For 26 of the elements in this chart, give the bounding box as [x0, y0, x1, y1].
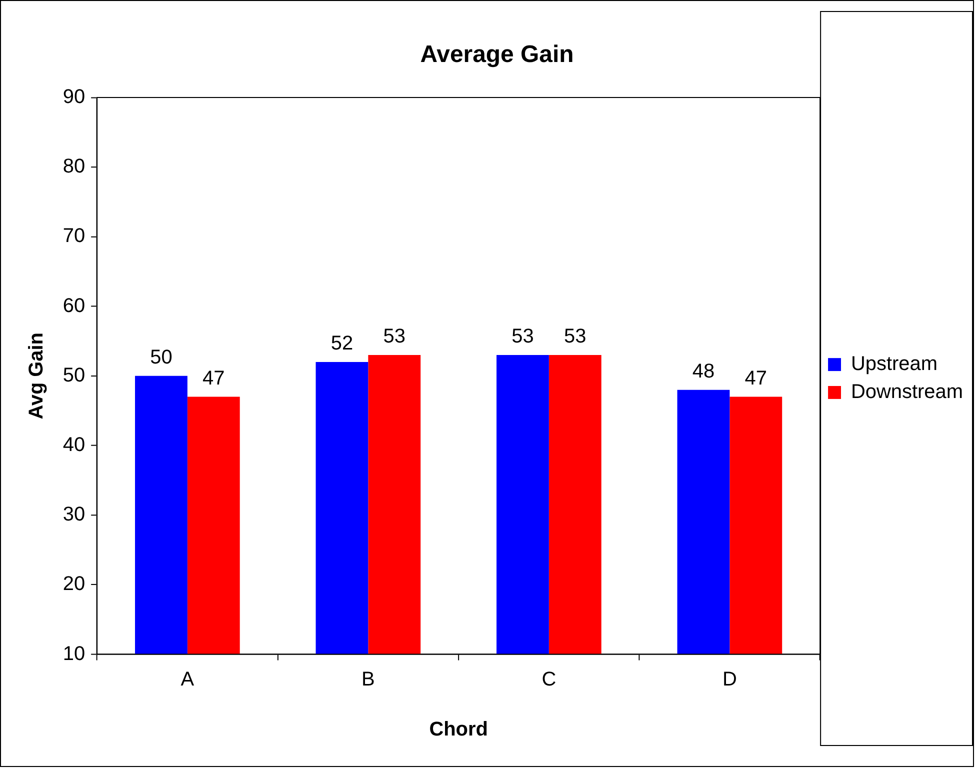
- legend-label: Upstream: [850, 353, 938, 376]
- y-tick-label: 60: [62, 294, 86, 317]
- y-tick-label: 30: [62, 504, 86, 526]
- x-tick-label: B: [362, 668, 375, 691]
- data-label: 52: [330, 332, 354, 355]
- y-axis-title: Avg Gain: [25, 332, 48, 420]
- data-label: 48: [692, 360, 715, 382]
- data-label: 50: [150, 346, 172, 368]
- y-tick-label: 20: [62, 573, 86, 596]
- data-label: 47: [202, 367, 225, 390]
- chart-title: Average Gain: [420, 40, 574, 68]
- y-tick-label: 80: [62, 156, 86, 178]
- y-tick-label: 10: [62, 642, 86, 665]
- x-tick-label: C: [542, 668, 556, 691]
- x-tick-label: D: [722, 668, 737, 691]
- data-label: 53: [564, 326, 586, 348]
- y-tick-label: 50: [62, 364, 86, 386]
- data-label: 47: [744, 367, 767, 390]
- legend-label: Downstream: [850, 380, 963, 403]
- x-tick-label: A: [180, 668, 195, 691]
- y-tick-label: 40: [62, 434, 86, 456]
- data-label: 53: [383, 326, 406, 348]
- data-label: 53: [512, 326, 534, 348]
- y-tick-label: 90: [62, 86, 86, 108]
- x-axis-title: Chord: [429, 718, 488, 741]
- y-tick-label: 70: [62, 225, 86, 248]
